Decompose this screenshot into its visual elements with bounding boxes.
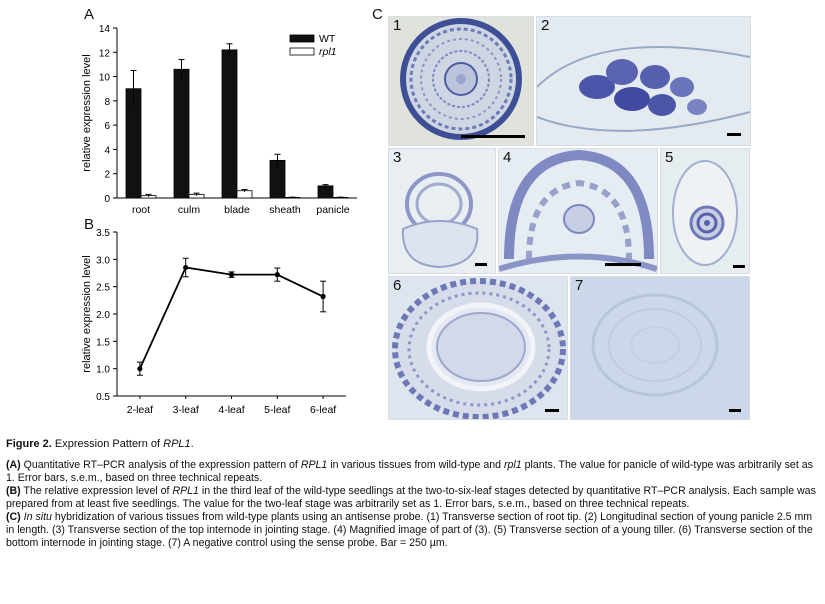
- micrograph-number: 4: [503, 149, 512, 166]
- panel-label-b: B: [84, 216, 95, 233]
- x-tick-label: culm: [178, 204, 200, 216]
- x-tick-label: 2-leaf: [127, 404, 153, 416]
- y-tick-label: 2: [104, 170, 110, 181]
- bar-wt-panicle: [317, 185, 334, 199]
- caption-mutant: rpl1: [503, 459, 522, 471]
- magnified-section-image: [499, 149, 657, 272]
- y-tick-label: 14: [99, 24, 111, 35]
- data-point-3-leaf: [183, 264, 189, 271]
- legend-swatch-wt: [289, 34, 315, 43]
- caption-insitu: In situ: [23, 511, 52, 523]
- y-tick-label: 4: [104, 145, 110, 156]
- y-tick-label: 1.0: [96, 365, 110, 376]
- micrograph-number: 6: [393, 277, 402, 294]
- caption-paragraph-b: (B) The relative expression level of RPL…: [6, 485, 818, 511]
- data-point-5-leaf: [274, 272, 280, 278]
- data-point-2-leaf: [137, 366, 143, 372]
- y-tick-label: 3.0: [96, 255, 110, 266]
- caption-label-a: (A): [6, 459, 21, 471]
- x-tick-label: sheath: [269, 204, 301, 216]
- data-point-4-leaf: [228, 272, 235, 278]
- bar-wt-blade: [221, 49, 238, 199]
- scale-bar: [733, 265, 745, 268]
- bottom-internode-image: [392, 278, 566, 419]
- x-tick-label: 5-leaf: [264, 404, 290, 416]
- micrograph-number: 5: [665, 149, 674, 166]
- caption-text: hybridization of various tissues from wi…: [6, 511, 813, 549]
- caption-paragraph-c: (C) In situ hybridization of various tis…: [6, 511, 818, 550]
- x-tick-label: 4-leaf: [218, 404, 244, 416]
- micrograph-number: 7: [575, 277, 584, 294]
- caption-gene: RPL1: [300, 459, 328, 471]
- x-tick-label: 6-leaf: [310, 404, 336, 416]
- y-tick-label: 3.5: [96, 228, 110, 239]
- legend-label-rpl1: rpl1: [319, 46, 337, 58]
- root-section-image: [400, 18, 522, 140]
- bar-chart-a: 0 2 4 6 8 10 12 14 relative expression level root…: [81, 24, 357, 216]
- caption-title: Figure 2. Expression Pattern of RPL1.: [6, 438, 818, 451]
- micrograph-number: 2: [541, 17, 550, 34]
- line-chart-b: 0.5 1.0 1.5 2.0 2.5 3.0 3.5 relative expression…: [81, 228, 346, 416]
- x-tick-label: root: [132, 204, 150, 216]
- scale-bar: [727, 133, 741, 136]
- data-point-6-leaf: [320, 293, 326, 300]
- y-tick-label: 8: [104, 97, 110, 108]
- panel-label-c: C: [372, 6, 383, 23]
- legend-label-wt: WT: [319, 33, 336, 45]
- y-tick-label: 2.0: [96, 310, 110, 321]
- micrograph-7: 7: [570, 276, 750, 420]
- legend-swatch-rpl1: [289, 47, 315, 56]
- series-line: [139, 266, 324, 370]
- y-axis-label: relative expression level: [81, 54, 93, 171]
- caption-label-c: (C): [6, 511, 21, 523]
- bar-wt-culm: [173, 68, 190, 199]
- tiller-section-image: [672, 160, 738, 266]
- caption-title-gene: RPL1: [163, 438, 191, 450]
- micrograph-number: 1: [393, 17, 402, 34]
- caption-paragraph-a: (A) Quantitative RT–PCR analysis of the …: [6, 459, 818, 485]
- y-axis-label: relative expression level: [81, 255, 93, 372]
- y-tick-label: 12: [99, 48, 111, 59]
- negative-control-image: [591, 293, 719, 397]
- internode-section-image: [401, 172, 479, 269]
- scale-bar: [545, 409, 559, 412]
- caption-text: Quantitative RT–PCR analysis of the expr…: [20, 459, 301, 471]
- micrograph-2: 2: [536, 16, 751, 146]
- caption-text: The relative expression level of: [20, 485, 173, 497]
- x-tick-label: 3-leaf: [173, 404, 199, 416]
- micrograph-number: 3: [393, 149, 402, 166]
- caption-title-text: Expression Pattern of: [51, 438, 164, 450]
- scale-bar: [461, 135, 525, 138]
- y-tick-label: 2.5: [96, 283, 110, 294]
- scale-bar: [729, 409, 741, 412]
- micrograph-1: 1: [388, 16, 534, 146]
- micrograph-5: 5: [660, 148, 750, 274]
- y-tick-label: 0: [104, 194, 110, 205]
- figure-caption: Figure 2. Expression Pattern of RPL1. (A…: [6, 438, 818, 550]
- y-tick-label: 6: [104, 121, 110, 132]
- micrograph-4: 4: [498, 148, 658, 274]
- panel-label-a: A: [84, 6, 95, 23]
- x-tick-label: panicle: [316, 204, 349, 216]
- caption-gene: RPL1: [172, 485, 199, 497]
- scale-bar: [475, 263, 487, 266]
- caption-figure-number: Figure 2.: [6, 438, 52, 450]
- panicle-section-image: [537, 46, 750, 132]
- micrograph-6: 6: [388, 276, 568, 420]
- scale-bar: [605, 263, 641, 266]
- y-tick-label: 0.5: [96, 392, 110, 403]
- micrograph-3: 3: [388, 148, 496, 274]
- caption-label-b: (B): [6, 485, 21, 497]
- x-tick-label: blade: [224, 204, 250, 216]
- caption-text: plants. The value for panicle of wild-ty…: [6, 459, 813, 484]
- y-tick-label: 1.5: [96, 337, 110, 348]
- caption-text: in the third leaf of the wild-type seedl…: [6, 485, 816, 510]
- caption-title-end: .: [190, 438, 194, 450]
- y-tick-label: 10: [99, 73, 111, 84]
- caption-text: in various tissues from wild-type and: [327, 459, 504, 471]
